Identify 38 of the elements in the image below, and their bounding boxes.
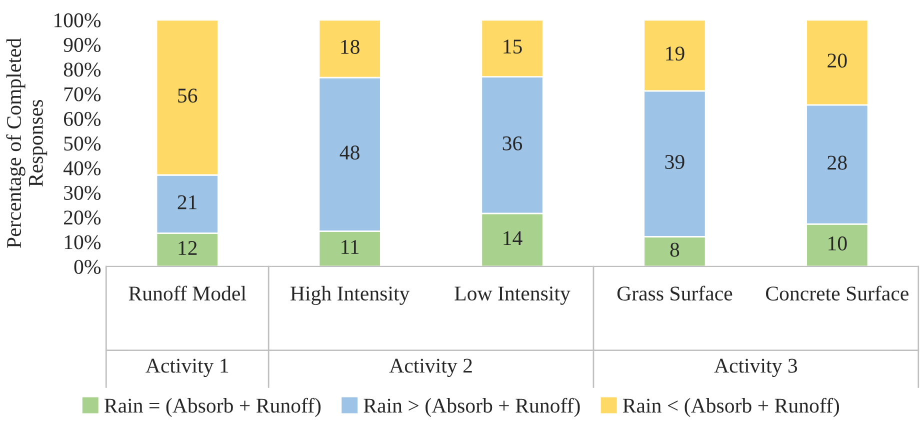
y-tick-label: 30% [64,186,101,200]
y-tick-label: 90% [64,38,101,52]
text: Activity 2 [389,358,472,378]
y-tick-label: 40% [64,161,101,176]
annotation: 15 [504,40,522,54]
legend-label: Rain > (Absorb + Runoff) [364,398,580,417]
text: Activity 3 [714,358,798,378]
annotation: 12 [178,241,197,255]
y-tick-label: 0% [74,260,101,274]
legend-label: Rain < (Absorb + Runoff) [622,398,839,417]
y-tick-label: 10% [64,235,101,250]
annotation: 10 [828,236,847,250]
annotation: 56 [178,88,198,103]
text: Activity 1 [146,358,228,378]
x-tick-label: Concrete Surface [766,286,908,301]
y-tick-label: 80% [64,62,101,77]
y-axis-title: Percentage of Completed Responses [6,38,48,248]
annotation: 21 [178,195,197,210]
y-tick-label: 20% [64,210,101,225]
y-tick-label: 70% [64,87,101,102]
x-tick-label: Grass Surface [617,286,732,301]
x-tick-label: Runoff Model [128,286,246,301]
y-tick-label: 100% [54,13,101,28]
annotation: 14 [504,231,522,245]
x-tick-label: High Intensity [290,286,410,305]
annotation: 18 [341,40,360,54]
annotation: 8 [670,242,680,257]
annotation: 11 [342,240,359,254]
annotation: 36 [502,136,522,150]
x-tick-label: Low Intensity [454,286,570,305]
annotation: 28 [828,156,847,170]
y-tick-label: 60% [64,112,101,126]
y-tick-label: 50% [64,136,101,151]
annotation: 20 [828,54,847,68]
legend-label: Rain = (Absorb + Runoff) [104,398,321,417]
annotation: 48 [340,146,360,160]
annotation: 19 [666,46,684,61]
annotation: 39 [665,154,684,169]
